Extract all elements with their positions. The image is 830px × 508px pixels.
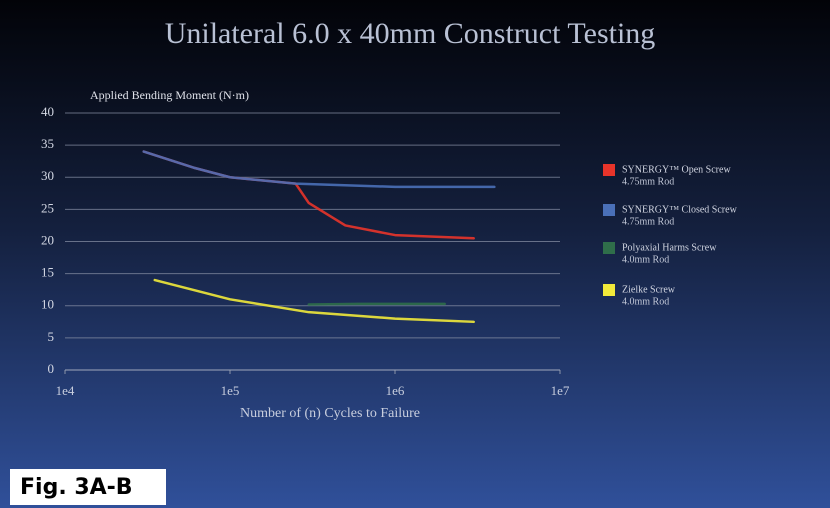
series-line — [307, 302, 446, 306]
y-tick-label: 40 — [41, 104, 54, 119]
y-axis-label: Applied Bending Moment (N·m) — [90, 88, 249, 102]
legend-swatch — [603, 284, 615, 296]
legend-sublabel: 4.75mm Rod — [622, 216, 674, 227]
y-tick-label: 15 — [41, 265, 54, 280]
figure-label: Fig. 3A-B — [20, 475, 133, 500]
x-tick-label: 1e6 — [386, 383, 405, 398]
x-axis-label: Number of (n) Cycles to Failure — [240, 406, 420, 421]
legend-label: SYNERGY™ Open Screw — [622, 164, 731, 175]
y-tick-label: 20 — [41, 232, 54, 247]
legend-swatch — [603, 164, 615, 176]
y-tick-label: 35 — [41, 136, 54, 151]
y-tick-label: 0 — [48, 361, 55, 376]
x-tick-label: 1e5 — [221, 383, 240, 398]
legend-label: Polyaxial Harms Screw — [622, 242, 717, 253]
y-tick-label: 30 — [41, 168, 54, 183]
figure-label-box — [10, 469, 166, 505]
y-tick-label: 10 — [41, 297, 54, 312]
legend-sublabel: 4.0mm Rod — [622, 254, 669, 265]
legend-swatch — [603, 242, 615, 254]
x-tick-label: 1e4 — [56, 383, 75, 398]
x-tick-label: 1e7 — [551, 383, 570, 398]
legend-sublabel: 4.75mm Rod — [622, 176, 674, 187]
series-line — [153, 278, 475, 324]
legend-swatch — [603, 204, 615, 216]
legend-label: SYNERGY™ Closed Screw — [622, 204, 738, 215]
y-tick-label: 25 — [41, 200, 54, 215]
legend-sublabel: 4.0mm Rod — [622, 296, 669, 307]
series-line — [142, 150, 496, 189]
chart-title: Unilateral 6.0 x 40mm Construct Testing — [165, 17, 656, 50]
legend-label: Zielke Screw — [622, 284, 676, 295]
y-tick-label: 5 — [48, 329, 55, 344]
